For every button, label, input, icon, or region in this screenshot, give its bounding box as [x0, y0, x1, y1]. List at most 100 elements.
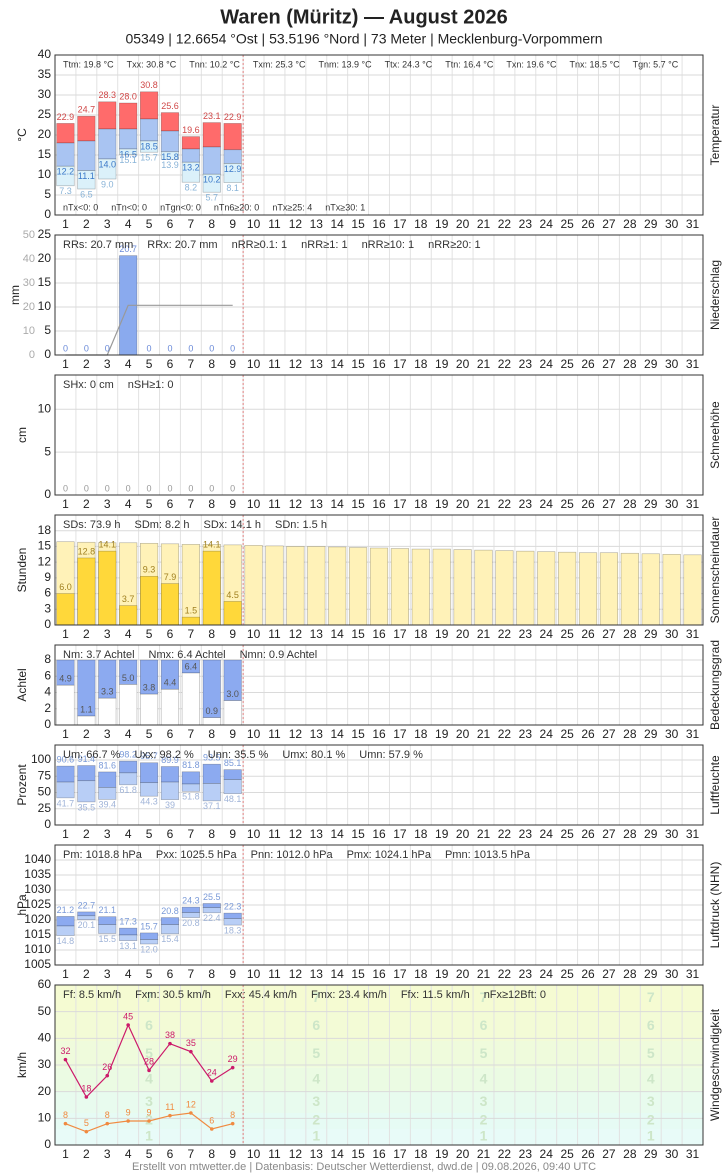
- bar: [578, 552, 598, 626]
- data-label: 45: [123, 1011, 133, 1021]
- stat-text: Um: 66.7 %: [63, 749, 121, 761]
- x-tick-label: 10: [247, 627, 261, 641]
- x-tick-label: 23: [519, 827, 533, 841]
- bar: [558, 551, 577, 626]
- x-tick-label: 13: [310, 497, 324, 511]
- x-tick-label: 17: [393, 497, 407, 511]
- point: [84, 1095, 89, 1099]
- beaufort-label: 3: [312, 1093, 320, 1109]
- y-tick-label: 1025: [24, 897, 51, 911]
- x-tick-label: 14: [331, 827, 345, 841]
- x-tick-label: 9: [229, 497, 236, 511]
- range-bar: [56, 916, 75, 927]
- x-tick-label: 8: [208, 497, 215, 511]
- x-tick-label: 23: [519, 627, 533, 641]
- x-tick-label: 10: [247, 967, 261, 981]
- x-tick-label: 25: [560, 627, 574, 641]
- stat-text: Umn: 57.9 %: [359, 749, 423, 761]
- x-tick-label: 25: [560, 967, 574, 981]
- data-label: 22.3: [224, 901, 242, 911]
- x-tick-label: 4: [125, 1147, 132, 1161]
- data-label: 38: [165, 1030, 175, 1040]
- data-label: 7.9: [164, 572, 177, 582]
- panel-title: Niederschlag: [708, 260, 722, 330]
- x-tick-label: 16: [372, 627, 386, 641]
- data-label: 5.0: [122, 673, 135, 683]
- data-label: 0: [84, 343, 89, 353]
- bar: [56, 684, 75, 726]
- panel-title: Temperatur: [708, 105, 722, 166]
- x-tick-label: 2: [83, 1147, 90, 1161]
- x-tick-label: 24: [540, 827, 554, 841]
- y-tick-label: 40: [38, 1031, 52, 1045]
- y-tick-label: 1010: [24, 942, 51, 956]
- x-tick-label: 26: [581, 1147, 595, 1161]
- stat-text: nRR≥10: 1: [362, 239, 415, 251]
- x-tick-label: 27: [602, 1147, 616, 1161]
- data-label: 35: [186, 1038, 196, 1048]
- range-bar: [77, 170, 96, 190]
- data-label: 20.1: [78, 920, 96, 930]
- x-tick-label: 11: [268, 967, 281, 981]
- x-tick-label: 31: [686, 627, 700, 641]
- data-label: 5: [84, 1118, 89, 1128]
- data-label: 28.0: [119, 91, 137, 101]
- y-tick-label: 20: [38, 127, 52, 141]
- x-tick-label: 13: [310, 1147, 324, 1161]
- data-label: 0: [84, 483, 89, 493]
- stat-text: Pm: 1018.8 hPa: [63, 849, 143, 861]
- data-label: 20.8: [182, 918, 200, 928]
- data-label: 15.8: [161, 152, 179, 162]
- data-label: 4.5: [226, 590, 239, 600]
- x-tick-label: 29: [644, 497, 658, 511]
- y-tick-label: 20: [38, 1084, 52, 1098]
- data-label: 21.1: [98, 905, 116, 915]
- range-bar: [223, 123, 242, 151]
- bar: [620, 552, 639, 626]
- x-tick-label: 14: [331, 1147, 345, 1161]
- x-tick-label: 7: [188, 827, 195, 841]
- point: [189, 1049, 193, 1054]
- bar: [307, 546, 326, 626]
- x-tick-label: 15: [351, 357, 365, 371]
- x-tick-label: 2: [83, 827, 90, 841]
- x-tick-label: 7: [188, 967, 195, 981]
- x-tick-label: 15: [351, 827, 365, 841]
- x-tick-label: 12: [289, 497, 303, 511]
- data-label: 41.7: [57, 798, 75, 808]
- x-tick-label: 26: [581, 967, 595, 981]
- bar: [119, 605, 138, 626]
- data-label: 15.1: [119, 155, 137, 165]
- y-axis-label: Prozent: [15, 764, 29, 806]
- x-tick-label: 25: [560, 357, 574, 371]
- point: [63, 1121, 68, 1126]
- x-tick-label: 2: [83, 627, 90, 641]
- x-tick-label: 8: [208, 217, 215, 231]
- x-tick-label: 18: [414, 497, 428, 511]
- data-label: 11.1: [78, 171, 95, 181]
- beaufort-label: 7: [312, 989, 320, 1005]
- x-tick-label: 4: [125, 497, 132, 511]
- range-bar: [202, 146, 221, 175]
- stat-text: Nmx: 6.4 Achtel: [149, 649, 226, 661]
- x-tick-label: 12: [289, 967, 303, 981]
- x-tick-label: 16: [372, 1147, 386, 1161]
- bar: [160, 583, 180, 626]
- range-bar: [181, 912, 200, 918]
- data-label: 39.4: [98, 800, 116, 810]
- x-tick-label: 19: [435, 827, 449, 841]
- stat-text: SDx: 14.1 h: [204, 519, 261, 531]
- data-label: 35.5: [78, 802, 96, 812]
- y-tick-label: 1030: [24, 882, 51, 896]
- stat-text: nRR≥20: 1: [428, 239, 481, 251]
- x-tick-label: 27: [602, 497, 616, 511]
- data-label: 81.8: [182, 760, 200, 770]
- range-bar: [202, 122, 221, 148]
- range-bar: [181, 771, 200, 785]
- bar: [641, 553, 660, 626]
- range-bar: [223, 918, 242, 926]
- x-tick-label: 22: [498, 627, 512, 641]
- x-tick-label: 21: [477, 727, 491, 741]
- beaufort-label: 6: [145, 1017, 153, 1033]
- range-bar: [56, 765, 75, 783]
